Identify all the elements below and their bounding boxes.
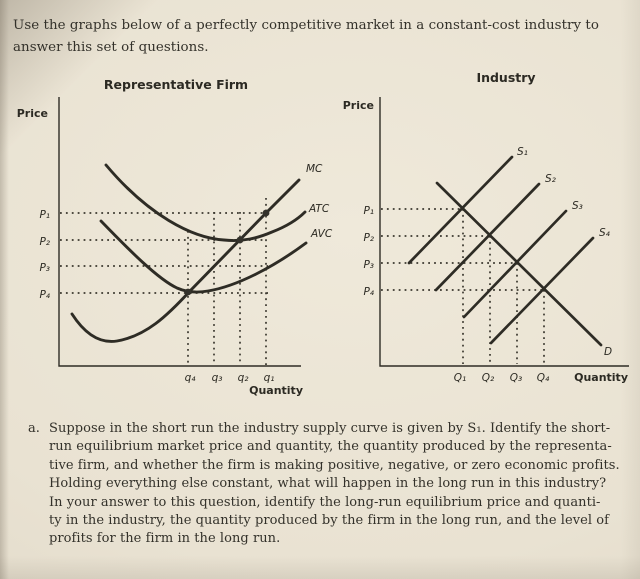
industry-tick-p4: P₄ xyxy=(363,286,374,298)
firm-tick-q4: q₄ xyxy=(185,372,197,384)
firm-dot-atc-min xyxy=(236,236,244,244)
firm-tick-q2: q₂ xyxy=(238,372,250,384)
firm-tick-q1: q₁ xyxy=(264,372,275,384)
s2-label: S₂ xyxy=(545,173,557,185)
atc-curve-label: ATC xyxy=(308,203,330,215)
question-line-1: Suppose in the short run the industry su… xyxy=(49,421,611,436)
industry-tick-p1: P₁ xyxy=(363,205,374,217)
question-line-5: In your answer to this question, identif… xyxy=(49,494,601,510)
mc-curve-label: MC xyxy=(306,163,323,175)
avc-curve xyxy=(99,219,308,294)
intro-line-1: Use the graphs below of a perfectly comp… xyxy=(13,18,599,33)
firm-tick-p1: P₁ xyxy=(39,209,50,221)
industry-dotted-guides xyxy=(381,208,545,364)
question-line-3: tive firm, and whether the firm is makin… xyxy=(49,457,620,473)
industry-tick-q4: Q₄ xyxy=(537,372,550,384)
industry-tick-p2: P₂ xyxy=(363,232,374,244)
supply-curve-s4 xyxy=(489,236,595,345)
intro-line-2: answer this set of questions. xyxy=(13,40,209,55)
demand-curve xyxy=(435,181,603,347)
firm-dot-avc-min xyxy=(184,288,192,296)
industry-graph: Industry Price S₁ xyxy=(343,70,629,384)
supply-curve-s2 xyxy=(434,182,541,292)
industry-price-axis-label: Price xyxy=(343,99,374,112)
industry-tick-q1: Q₁ xyxy=(454,372,466,384)
question-line-7: profits for the firm in the long run. xyxy=(49,531,281,547)
avc-curve-label: AVC xyxy=(310,228,333,240)
question-line-2: run equilibrium market price and quantit… xyxy=(49,439,612,455)
economics-graphs: Representative Firm Price xyxy=(17,70,629,397)
firm-price-axis-label: Price xyxy=(17,107,48,120)
question-line-6: ty in the industry, the quantity produce… xyxy=(49,513,609,529)
firm-dot-p1-q1 xyxy=(262,209,270,217)
industry-tick-q3: Q₃ xyxy=(510,372,522,384)
question-a: a. Suppose in the short run the industry… xyxy=(28,420,628,549)
firm-tick-p3: P₃ xyxy=(39,262,50,274)
firm-quantity-axis-label: Quantity xyxy=(249,384,303,397)
supply-curve-s1 xyxy=(407,155,514,265)
s3-label: S₃ xyxy=(572,200,583,212)
question-text: Suppose in the short run the industry su… xyxy=(49,420,620,549)
firm-tick-p4: P₄ xyxy=(39,289,50,301)
firm-tick-p2: P₂ xyxy=(39,236,50,248)
industry-tick-p3: P₃ xyxy=(363,259,374,271)
industry-title: Industry xyxy=(476,70,535,85)
industry-tick-q2: Q₂ xyxy=(482,372,495,384)
s1-label: S₁ xyxy=(517,146,528,158)
supply-curve-s3 xyxy=(462,209,568,319)
industry-quantity-axis-label: Quantity xyxy=(574,371,628,384)
question-item-label: a. xyxy=(28,421,40,436)
question-line-4: Holding everything else constant, what w… xyxy=(49,476,607,492)
atc-curve xyxy=(104,163,307,242)
firm-tick-q3: q₃ xyxy=(212,372,223,384)
demand-label: D xyxy=(604,346,612,358)
firm-axes xyxy=(58,97,301,367)
firm-title: Representative Firm xyxy=(104,77,248,92)
mc-curve xyxy=(70,178,301,343)
industry-axes xyxy=(379,97,629,367)
s4-label: S₄ xyxy=(599,227,611,239)
intro-paragraph: Use the graphs below of a perfectly comp… xyxy=(13,15,628,59)
firm-graph: Representative Firm Price xyxy=(17,77,333,397)
